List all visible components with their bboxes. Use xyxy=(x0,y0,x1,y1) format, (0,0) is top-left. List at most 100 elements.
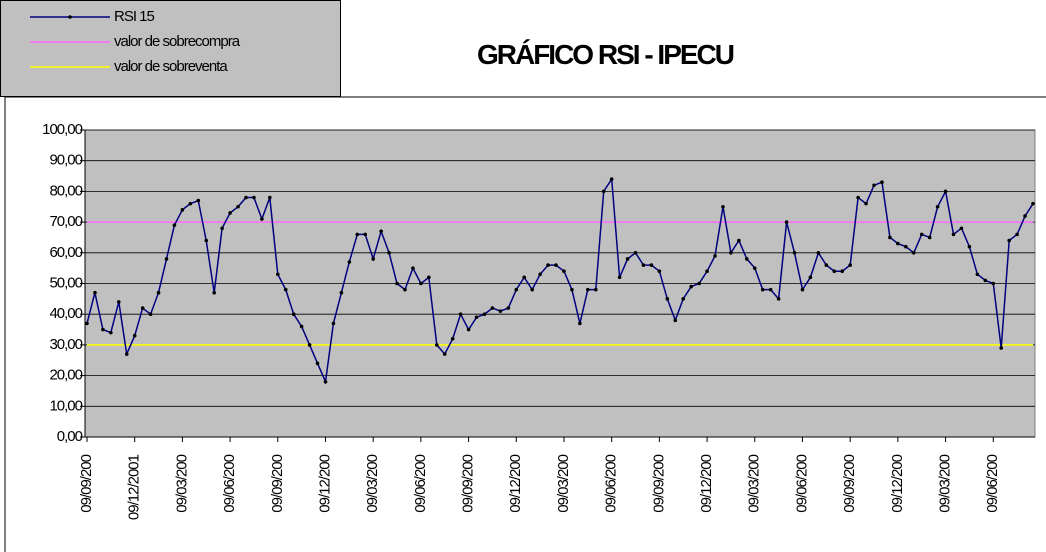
series-marker xyxy=(745,257,749,261)
series-marker xyxy=(395,281,399,286)
series-marker xyxy=(116,300,121,304)
series-marker xyxy=(927,235,932,240)
x-tick-label: 09/03/200 xyxy=(173,454,190,512)
series-marker xyxy=(275,272,280,277)
series-marker xyxy=(752,266,757,270)
series-marker xyxy=(85,321,89,326)
series-marker xyxy=(474,315,479,320)
series-marker xyxy=(784,220,789,224)
y-tick-label: 70,00 xyxy=(49,213,82,230)
x-tick-label: 09/06/200 xyxy=(412,454,429,512)
series-marker xyxy=(689,284,693,289)
x-tick-label: 09/12/200 xyxy=(507,454,524,512)
series-marker xyxy=(983,278,988,283)
series-marker xyxy=(450,336,455,341)
series-marker xyxy=(124,352,129,356)
series-marker xyxy=(792,251,797,255)
series-marker xyxy=(578,321,582,326)
x-tick-label: 09/09/200 xyxy=(78,454,95,512)
x-tick-label: 09/09/200 xyxy=(841,454,858,512)
series-marker xyxy=(800,287,805,292)
series-marker xyxy=(633,251,638,255)
series-marker xyxy=(904,244,908,249)
series-marker xyxy=(872,183,876,188)
series-marker xyxy=(967,244,972,249)
series-marker xyxy=(546,263,550,267)
series-marker xyxy=(864,201,868,206)
series-marker xyxy=(713,254,717,258)
series-marker xyxy=(888,235,892,240)
series-marker xyxy=(93,290,97,295)
series-marker xyxy=(315,361,320,366)
series-marker xyxy=(148,312,153,317)
series-marker xyxy=(617,275,622,280)
series-marker xyxy=(570,287,574,292)
series-marker xyxy=(355,232,360,237)
series-marker xyxy=(530,287,534,292)
series-marker xyxy=(848,263,852,267)
y-tick-label: 90,00 xyxy=(49,152,82,169)
series-marker xyxy=(164,257,169,261)
series-marker xyxy=(609,177,614,181)
y-tick-label: 10,00 xyxy=(49,397,82,414)
x-tick-label: 09/03/200 xyxy=(364,454,381,512)
series-marker xyxy=(411,266,415,270)
series-marker xyxy=(975,272,980,277)
series-marker xyxy=(1023,214,1027,218)
series-marker xyxy=(403,287,407,292)
series-marker xyxy=(665,297,670,301)
series-marker xyxy=(649,263,654,267)
series-marker xyxy=(816,251,821,255)
series-marker xyxy=(236,204,240,209)
series-marker xyxy=(856,195,860,200)
series-marker xyxy=(419,281,423,286)
series-marker xyxy=(196,198,201,203)
series-marker xyxy=(760,287,765,292)
series-marker xyxy=(323,379,328,384)
x-tick-label: 09/03/200 xyxy=(937,454,954,512)
x-tick-label: 09/09/200 xyxy=(269,454,286,512)
y-tick-label: 80,00 xyxy=(49,182,82,199)
x-tick-label: 09/03/200 xyxy=(746,454,763,512)
series-marker xyxy=(673,318,678,323)
x-tick-label: 09/09/200 xyxy=(650,454,667,512)
series-marker xyxy=(371,257,375,261)
series-marker xyxy=(824,263,829,267)
series-marker xyxy=(268,195,272,200)
series-marker xyxy=(522,275,527,280)
series-marker xyxy=(935,204,940,209)
series-marker xyxy=(228,211,232,215)
series-marker xyxy=(657,269,662,274)
series-marker xyxy=(776,297,781,301)
series-marker xyxy=(156,290,161,295)
series-marker xyxy=(466,327,471,332)
series-marker xyxy=(109,330,113,335)
series-marker xyxy=(204,238,209,243)
series-marker xyxy=(1007,238,1011,243)
series-marker xyxy=(331,321,336,326)
series-marker xyxy=(1015,232,1019,237)
y-tick-label: 100,00 xyxy=(42,121,83,138)
series-marker xyxy=(919,232,924,237)
series-marker xyxy=(260,217,264,221)
series-marker xyxy=(188,201,193,206)
series-marker xyxy=(991,281,996,286)
series-marker xyxy=(307,343,312,347)
series-marker xyxy=(458,312,463,317)
series-marker xyxy=(808,275,813,280)
series-marker xyxy=(538,272,542,277)
series-marker xyxy=(697,281,701,286)
series-marker xyxy=(911,251,916,255)
series-marker xyxy=(625,257,630,261)
series-marker xyxy=(101,327,105,332)
series-marker xyxy=(291,312,296,317)
x-tick-label: 09/06/200 xyxy=(793,454,810,512)
series-marker xyxy=(729,251,733,255)
x-tick-label: 09/12/200 xyxy=(316,454,333,512)
legend-marker xyxy=(68,15,72,19)
series-marker xyxy=(180,208,185,212)
series-marker xyxy=(363,232,368,237)
series-marker xyxy=(482,312,487,317)
series-marker xyxy=(140,306,145,310)
series-marker xyxy=(641,263,646,267)
